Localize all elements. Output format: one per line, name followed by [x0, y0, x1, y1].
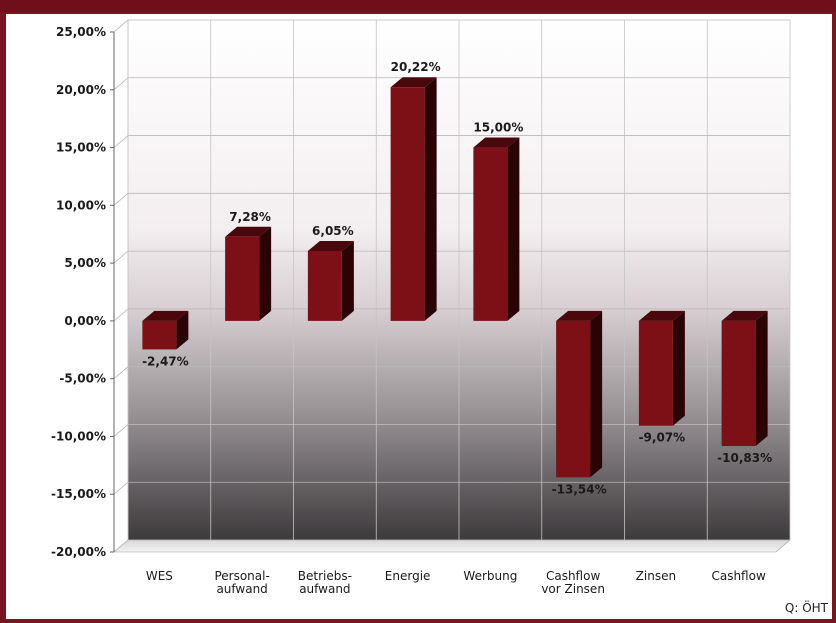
bar-front-face — [307, 250, 342, 321]
bar — [225, 226, 272, 321]
bar — [638, 310, 685, 426]
plot-floor — [113, 539, 791, 553]
x-tick-label-line: vor Zinsen — [541, 582, 605, 596]
bar-top-face — [225, 226, 272, 237]
bar-side-face — [259, 226, 272, 321]
bar-value-label: 15,00% — [473, 121, 523, 135]
bar-front-face — [225, 236, 260, 321]
bar-chart: 25,00% 20,00% 15,00% 10,00% 5,00% 0,00% -5,00%… — [51, 19, 791, 596]
bar-front-face — [390, 87, 425, 321]
bar-top-face — [390, 77, 437, 88]
bar-value-label: -13,54% — [552, 482, 607, 496]
source-note: Q: ÖHT — [784, 601, 828, 615]
bar — [721, 310, 768, 447]
chart-panel: 25,00% 20,00% 15,00% 10,00% 5,00% 0,00% -5,00%… — [6, 14, 832, 619]
bar-side-face — [590, 310, 603, 478]
x-tick-label: Cashflow vor Zinsen — [541, 569, 605, 596]
x-tick-label: WES — [146, 569, 173, 583]
plot-left-wall — [113, 19, 129, 553]
bar-side-face — [755, 310, 768, 447]
y-tick-label: -20,00% — [51, 545, 106, 559]
x-tick-label-line: Personal- — [214, 569, 269, 583]
bar-side-face — [672, 310, 685, 426]
x-tick-label-line: Cashflow — [711, 569, 765, 583]
bar-front-face — [142, 320, 177, 350]
bar-front-face — [721, 320, 756, 447]
y-tick-label: 5,00% — [64, 256, 106, 270]
bar — [390, 77, 437, 321]
bar-value-label: -10,83% — [717, 451, 772, 465]
x-tick-label-line: aufwand — [216, 582, 267, 596]
x-tick-label: Personal-aufwand — [214, 569, 269, 596]
x-tick-label: Cashflow — [711, 569, 765, 583]
bar-top-face — [638, 310, 685, 321]
x-tick-label-line: WES — [146, 569, 173, 583]
bar-top-face — [556, 310, 603, 321]
bar — [142, 310, 189, 350]
x-tick-label: Zinsen — [636, 569, 676, 583]
y-tick-label: 20,00% — [56, 83, 106, 97]
y-tick-label: -15,00% — [51, 487, 106, 501]
x-tick-label-line: Energie — [385, 569, 431, 583]
bar-side-face — [507, 137, 520, 321]
x-tick-label-line: Cashflow — [546, 569, 600, 583]
bar-side-face — [176, 310, 189, 350]
y-tick-label: -10,00% — [51, 429, 106, 443]
bar-front-face — [556, 320, 591, 478]
bar — [473, 137, 520, 321]
bar-top-face — [721, 310, 768, 321]
bar-side-face — [341, 240, 354, 321]
bar-value-label: 6,05% — [312, 224, 354, 238]
x-tick-label-line: aufwand — [299, 582, 350, 596]
bar-front-face — [638, 320, 673, 426]
bar-value-label: 7,28% — [229, 210, 271, 224]
y-tick-label: 25,00% — [56, 25, 106, 39]
x-tick-label: Energie — [385, 569, 431, 583]
bar — [556, 310, 603, 478]
x-tick-label-line: Betriebs- — [298, 569, 352, 583]
bar-top-face — [473, 137, 520, 148]
bar-value-label: 20,22% — [391, 60, 441, 74]
y-tick-label: 15,00% — [56, 141, 106, 155]
bar-side-face — [424, 77, 437, 321]
bar-value-label: -9,07% — [639, 431, 686, 445]
y-tick-label: -5,00% — [59, 372, 106, 386]
x-tick-label: Betriebs-aufwand — [298, 569, 352, 596]
header-band — [0, 0, 836, 12]
bar-top-face — [142, 310, 189, 321]
bar-front-face — [473, 147, 508, 321]
y-tick-label: 10,00% — [56, 198, 106, 212]
x-tick-label-line: Werbung — [463, 569, 517, 583]
bar-top-face — [307, 240, 354, 251]
y-tick-label: 0,00% — [64, 314, 106, 328]
x-tick-label-line: Zinsen — [636, 569, 676, 583]
x-tick-label: Werbung — [463, 569, 517, 583]
bar — [307, 240, 354, 321]
bar-value-label: -2,47% — [142, 354, 189, 368]
